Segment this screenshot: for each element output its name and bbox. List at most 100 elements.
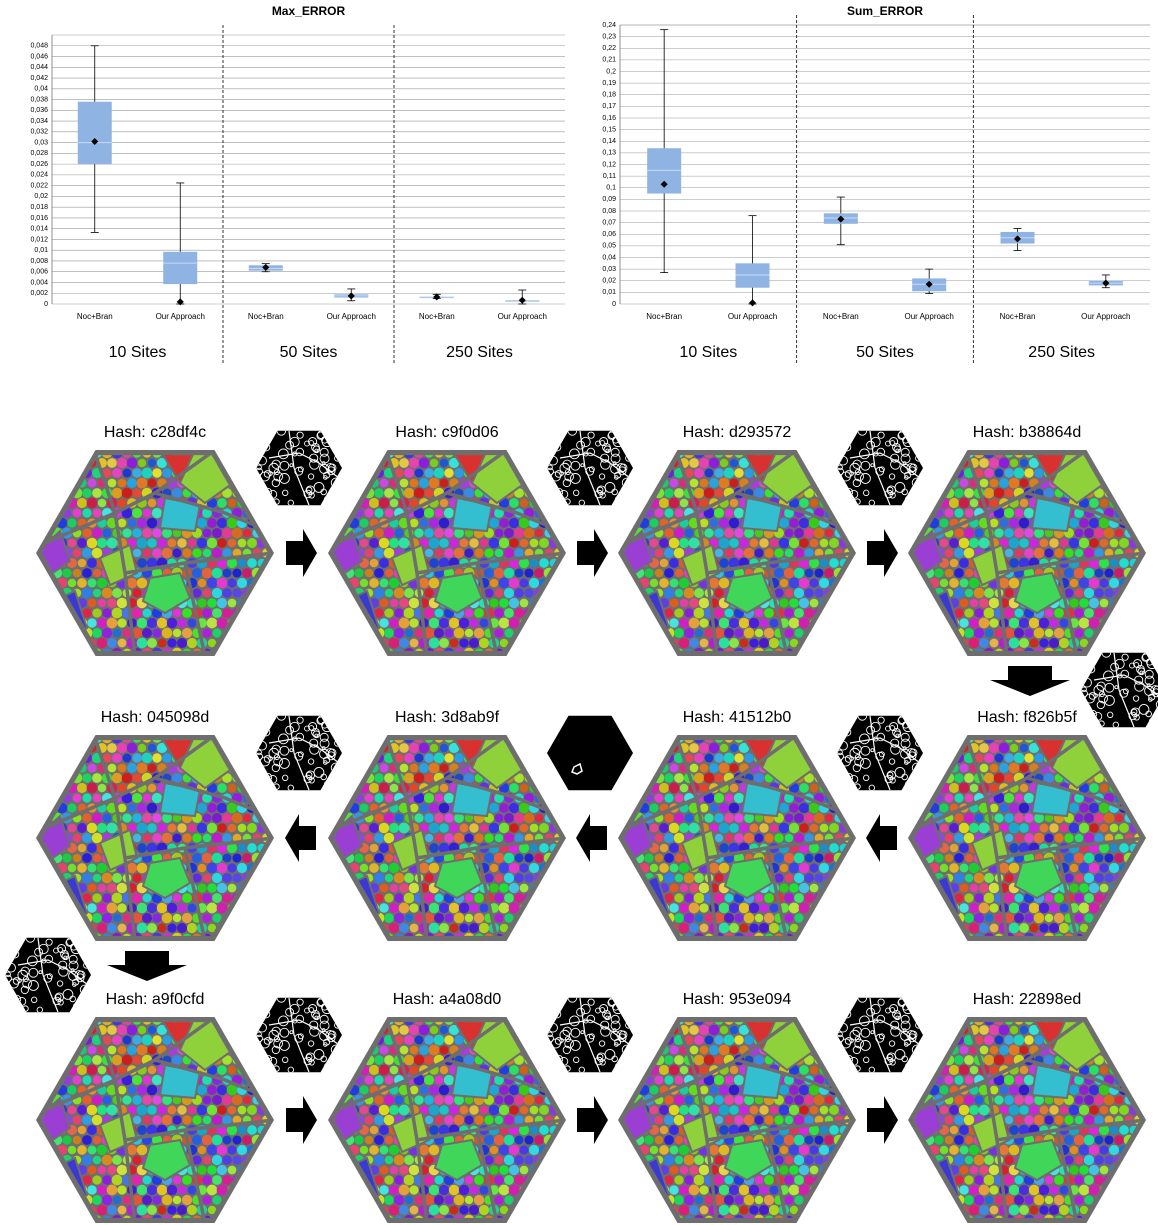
y-tick-label: 0,15 [602,126,616,133]
treemap-image [32,733,277,944]
y-tick-label: 0,048 [30,43,48,50]
y-tick-label: 0,03 [34,139,48,146]
arrow [577,529,608,577]
diff-image [256,712,342,791]
arrow [286,1096,317,1144]
box [736,263,770,287]
x-tick-label: Noc+Bran [248,312,284,321]
y-tick-label: 0,024 [30,172,48,179]
arrow [107,951,187,981]
group-label: 10 Sites [109,344,167,361]
y-tick-label: 0,004 [30,279,48,286]
group-label: 50 Sites [856,344,914,361]
y-tick-label: 0,01 [34,247,48,254]
y-tick-label: 0,002 [30,290,48,297]
treemap-image [614,733,859,944]
y-tick-label: 0,1 [606,185,616,192]
diff-image [256,427,342,506]
diff-image [547,994,633,1073]
treemap-image [324,1015,569,1225]
mean-marker [519,297,526,304]
treemap-image [904,1015,1149,1225]
treemap-image [904,448,1149,659]
y-tick-label: 0,21 [602,57,616,64]
x-tick-label: Noc+Bran [823,312,859,321]
treemap-image [32,448,277,659]
y-tick-label: 0,08 [602,208,616,215]
y-tick-label: 0,07 [602,219,616,226]
y-tick-label: 0,044 [30,64,48,71]
y-tick-label: 0,12 [602,161,616,168]
diff-image [5,934,91,1013]
y-tick-label: 0 [612,301,616,308]
y-tick-label: 0,018 [30,204,48,211]
x-tick-label: Noc+Bran [77,312,113,321]
arrow [286,529,317,577]
diff-image [837,994,923,1073]
y-tick-label: 0,18 [602,92,616,99]
y-tick-label: 0,034 [30,118,48,125]
mean-marker [749,299,756,306]
box [163,252,197,284]
y-tick-label: 0,22 [602,45,616,52]
x-tick-label: Noc+Bran [419,312,455,321]
y-tick-label: 0,17 [602,103,616,110]
y-tick-label: 0,2 [606,68,616,75]
y-tick-label: 0,24 [602,22,616,29]
arrow [285,814,316,862]
figure: Max_ERROR00,0020,0040,0060,0080,010,0120… [0,0,1158,1225]
y-tick-label: 0,046 [30,53,48,60]
treemap-image [614,448,859,659]
panel-label: Hash: c9f0d06 [395,424,498,441]
y-tick-label: 0,23 [602,33,616,40]
box [78,102,112,164]
panel-label: Hash: c28df4c [104,424,206,441]
y-tick-label: 0,16 [602,115,616,122]
y-tick-label: 0,032 [30,129,48,136]
arrow [990,666,1070,696]
arrow [577,1096,608,1144]
y-tick-label: 0,036 [30,107,48,114]
y-tick-label: 0,014 [30,226,48,233]
x-tick-label: Our Approach [904,312,953,321]
panel-label: Hash: b38864d [973,424,1082,441]
group-label: 250 Sites [1028,344,1095,361]
y-tick-label: 0,042 [30,75,48,82]
diff-image [1081,649,1158,728]
y-tick-label: 0,022 [30,182,48,189]
panel-label: Hash: 3d8ab9f [395,709,500,726]
y-tick-label: 0,19 [602,80,616,87]
x-tick-label: Our Approach [498,312,547,321]
diff-image [547,427,633,506]
x-tick-label: Our Approach [156,312,205,321]
treemap-image [614,1015,859,1225]
y-tick-label: 0,026 [30,161,48,168]
y-tick-label: 0,06 [602,231,616,238]
y-tick-label: 0,13 [602,150,616,157]
treemap-image [904,733,1149,944]
x-tick-label: Our Approach [728,312,777,321]
y-tick-label: 0,02 [602,278,616,285]
treemap-image [324,448,569,659]
group-label: 50 Sites [280,344,338,361]
arrow [576,814,607,862]
panel-label: Hash: 41512b0 [683,709,792,726]
y-tick-label: 0,02 [34,193,48,200]
y-tick-label: 0,01 [602,289,616,296]
panel-label: Hash: a9f0cfd [106,991,205,1008]
y-tick-label: 0,04 [34,86,48,93]
y-tick-label: 0,14 [602,138,616,145]
y-tick-label: 0,006 [30,269,48,276]
chart-title: Max_ERROR [272,4,346,18]
chart-title: Sum_ERROR [847,4,923,18]
y-tick-label: 0,09 [602,196,616,203]
y-tick-label: 0,05 [602,243,616,250]
x-tick-label: Our Approach [1081,312,1130,321]
y-tick-label: 0,03 [602,266,616,273]
arrow [866,814,897,862]
diff-image [547,716,633,790]
y-tick-label: 0,11 [603,173,616,180]
diff-image [837,427,923,506]
y-tick-label: 0,038 [30,96,48,103]
treemap-image [324,733,569,944]
